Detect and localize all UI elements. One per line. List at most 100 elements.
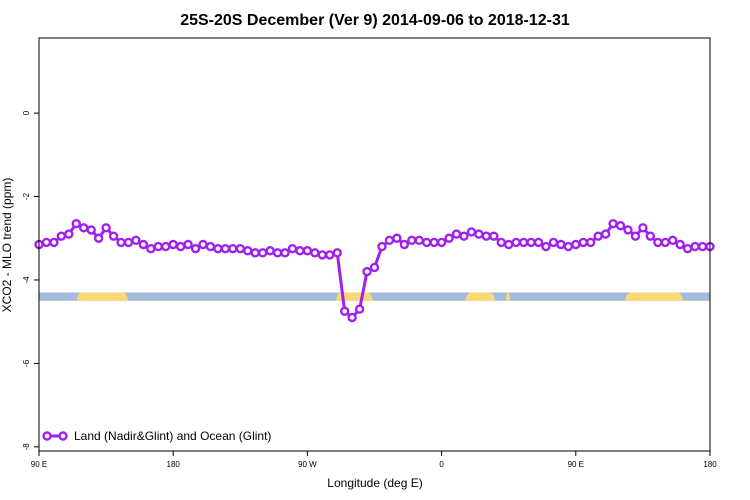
y-axis: 0 -2 -4 -6 -8	[22, 110, 39, 450]
data-point	[645, 231, 656, 241]
data-point	[131, 235, 141, 246]
data-point	[317, 250, 328, 260]
data-point	[325, 250, 335, 260]
data-point	[504, 239, 514, 250]
y-tick-label-2: -4	[22, 276, 31, 284]
data-point	[414, 235, 424, 246]
x-tick-label-3: 0	[439, 460, 444, 469]
data-point	[108, 231, 119, 241]
data-point	[496, 237, 506, 248]
data-point	[690, 241, 700, 252]
data-point	[161, 241, 171, 252]
data-point	[220, 243, 231, 254]
data-point	[682, 243, 693, 254]
data-point	[228, 243, 238, 254]
x-tick-label-4: 90 E	[568, 460, 584, 469]
data-point	[563, 241, 574, 252]
data-point	[571, 239, 581, 250]
data-point	[615, 221, 626, 231]
data-point	[213, 243, 223, 254]
data-point	[101, 223, 111, 233]
data-point	[138, 239, 149, 250]
data-point	[675, 239, 685, 250]
y-tick-label-1: -2	[22, 192, 31, 200]
data-point	[339, 306, 350, 316]
x-axis-title: Longitude (deg E)	[327, 476, 422, 490]
data-point	[41, 237, 52, 248]
data-point	[623, 225, 633, 235]
data-point	[257, 248, 268, 258]
data-point	[638, 223, 648, 233]
y-axis-title: XCO2 - MLO trend (ppm)	[0, 178, 14, 313]
legend-marker-right	[58, 431, 68, 441]
data-point	[168, 239, 178, 250]
data-point	[541, 241, 551, 252]
y-tick-label-3: -6	[22, 359, 31, 367]
data-point	[600, 229, 611, 239]
x-tick-label-1: 180	[167, 460, 181, 469]
data-point	[556, 239, 566, 250]
data-point	[533, 237, 544, 248]
data-point	[354, 304, 365, 314]
data-point	[548, 237, 559, 248]
x-tick-label-2: 90 W	[298, 460, 317, 469]
legend-label: Land (Nadir&Glint) and Ocean (Glint)	[74, 429, 271, 443]
data-point	[64, 229, 74, 239]
data-point	[265, 246, 275, 256]
data-point	[526, 237, 536, 248]
surface-type-band	[39, 292, 710, 301]
land-segment-3	[505, 292, 511, 301]
data-point	[79, 223, 89, 233]
data-point	[466, 227, 477, 237]
data-point	[295, 246, 305, 256]
data-point	[205, 241, 216, 252]
legend: Land (Nadir&Glint) and Ocean (Glint)	[42, 429, 271, 443]
data-point	[518, 237, 529, 248]
data-point	[399, 239, 410, 250]
data-point	[183, 239, 193, 250]
data-point	[243, 246, 253, 256]
data-point	[146, 243, 156, 254]
data-point	[586, 237, 596, 248]
data-point	[429, 237, 439, 248]
y-tick-label-0: 0	[22, 110, 31, 115]
data-point	[116, 237, 126, 248]
data-point	[347, 312, 357, 323]
y-tick-label-4: -8	[22, 443, 31, 451]
data-point	[474, 229, 484, 239]
data-point	[302, 246, 313, 256]
land-segment-4	[625, 292, 684, 301]
data-point	[153, 241, 163, 252]
data-point	[436, 237, 447, 248]
data-point	[407, 235, 417, 246]
data-point	[250, 248, 260, 258]
land-segment-2	[465, 292, 496, 301]
data-point	[287, 243, 298, 254]
x-axis: 90 E 180 90 W 0 90 E 180	[31, 451, 717, 469]
data-point	[593, 231, 603, 241]
data-point	[459, 231, 469, 241]
data-point	[198, 239, 208, 250]
land-segment-0	[76, 292, 129, 301]
x-tick-label-0: 90 E	[31, 460, 47, 469]
data-point	[377, 241, 387, 252]
data-point	[578, 237, 588, 248]
data-point	[444, 233, 454, 243]
data-point	[49, 237, 59, 248]
data-point	[362, 266, 372, 277]
data-point	[421, 237, 432, 248]
data-point	[697, 241, 708, 252]
data-point	[369, 262, 380, 273]
data-point	[86, 225, 96, 235]
data-point	[489, 231, 499, 241]
data-point	[481, 231, 492, 241]
data-point	[272, 248, 283, 258]
ocean-band	[39, 292, 710, 301]
data-point	[608, 218, 618, 229]
data-point	[235, 243, 246, 254]
legend-marker-left	[42, 431, 52, 441]
data-point	[71, 218, 81, 229]
data-point	[93, 233, 104, 243]
data-point	[668, 235, 678, 246]
